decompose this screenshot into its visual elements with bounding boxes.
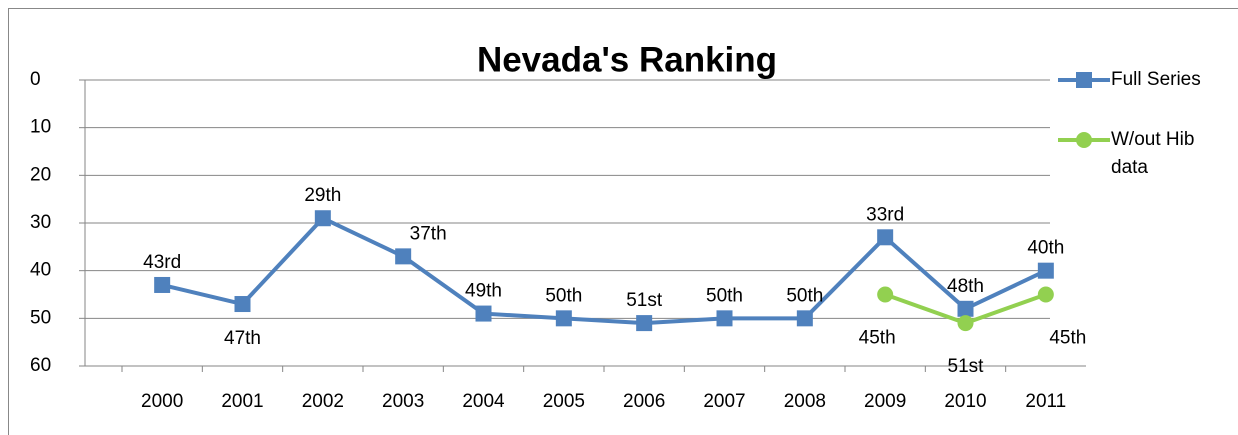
data-label: 48th bbox=[947, 276, 984, 297]
y-tick-label: 40 bbox=[30, 260, 51, 281]
legend-swatch bbox=[1076, 72, 1092, 88]
marker bbox=[1037, 262, 1054, 279]
y-tick-label: 0 bbox=[30, 69, 41, 90]
marker bbox=[877, 286, 894, 303]
chart-border bbox=[8, 8, 1238, 435]
x-tick-label: 2011 bbox=[1025, 391, 1066, 412]
data-label: 29th bbox=[304, 185, 341, 206]
marker bbox=[716, 310, 733, 327]
y-tick-label: 10 bbox=[30, 117, 51, 138]
marker bbox=[796, 310, 813, 327]
data-label: 49th bbox=[465, 281, 502, 302]
y-tick-label: 50 bbox=[30, 307, 51, 328]
data-label: 43rd bbox=[143, 252, 181, 273]
x-tick-label: 2005 bbox=[543, 391, 585, 412]
marker bbox=[154, 276, 171, 293]
data-label: 51st bbox=[626, 290, 663, 311]
legend-label: Full Series bbox=[1111, 69, 1201, 90]
data-label: 45th bbox=[859, 328, 896, 349]
marker bbox=[395, 248, 412, 265]
x-tick-label: 2010 bbox=[944, 391, 986, 412]
legend-swatch bbox=[1076, 132, 1092, 148]
x-tick-label: 2007 bbox=[703, 391, 745, 412]
x-tick-label: 2000 bbox=[141, 391, 183, 412]
marker bbox=[555, 310, 572, 327]
data-label: 51st bbox=[948, 356, 985, 377]
marker bbox=[475, 305, 492, 322]
data-label: 37th bbox=[410, 223, 447, 244]
marker bbox=[314, 210, 331, 227]
x-tick-label: 2004 bbox=[462, 391, 505, 412]
marker bbox=[1037, 286, 1054, 303]
data-label: 50th bbox=[786, 285, 823, 306]
marker bbox=[636, 315, 653, 332]
marker bbox=[234, 296, 251, 313]
legend-label: W/out Hib data bbox=[1111, 129, 1195, 178]
y-tick-label: 20 bbox=[30, 164, 51, 185]
data-label: 50th bbox=[706, 285, 743, 306]
x-tick-label: 2008 bbox=[784, 391, 826, 412]
data-label: 33rd bbox=[866, 204, 904, 225]
y-tick-label: 60 bbox=[30, 355, 51, 376]
data-label: 47th bbox=[224, 328, 261, 349]
x-tick-label: 2009 bbox=[864, 391, 906, 412]
chart-title: Nevada's Ranking bbox=[477, 40, 777, 79]
series-line bbox=[161, 215, 1047, 326]
x-tick-label: 2006 bbox=[623, 391, 665, 412]
x-tick-label: 2002 bbox=[302, 391, 344, 412]
x-tick-label: 2003 bbox=[382, 391, 424, 412]
data-label: 45th bbox=[1049, 328, 1086, 349]
marker bbox=[877, 229, 894, 246]
data-label: 40th bbox=[1027, 238, 1064, 259]
marker bbox=[957, 315, 974, 332]
x-tick-label: 2001 bbox=[221, 391, 263, 412]
marker bbox=[957, 300, 974, 317]
y-tick-label: 30 bbox=[30, 212, 51, 233]
data-label: 50th bbox=[545, 285, 582, 306]
